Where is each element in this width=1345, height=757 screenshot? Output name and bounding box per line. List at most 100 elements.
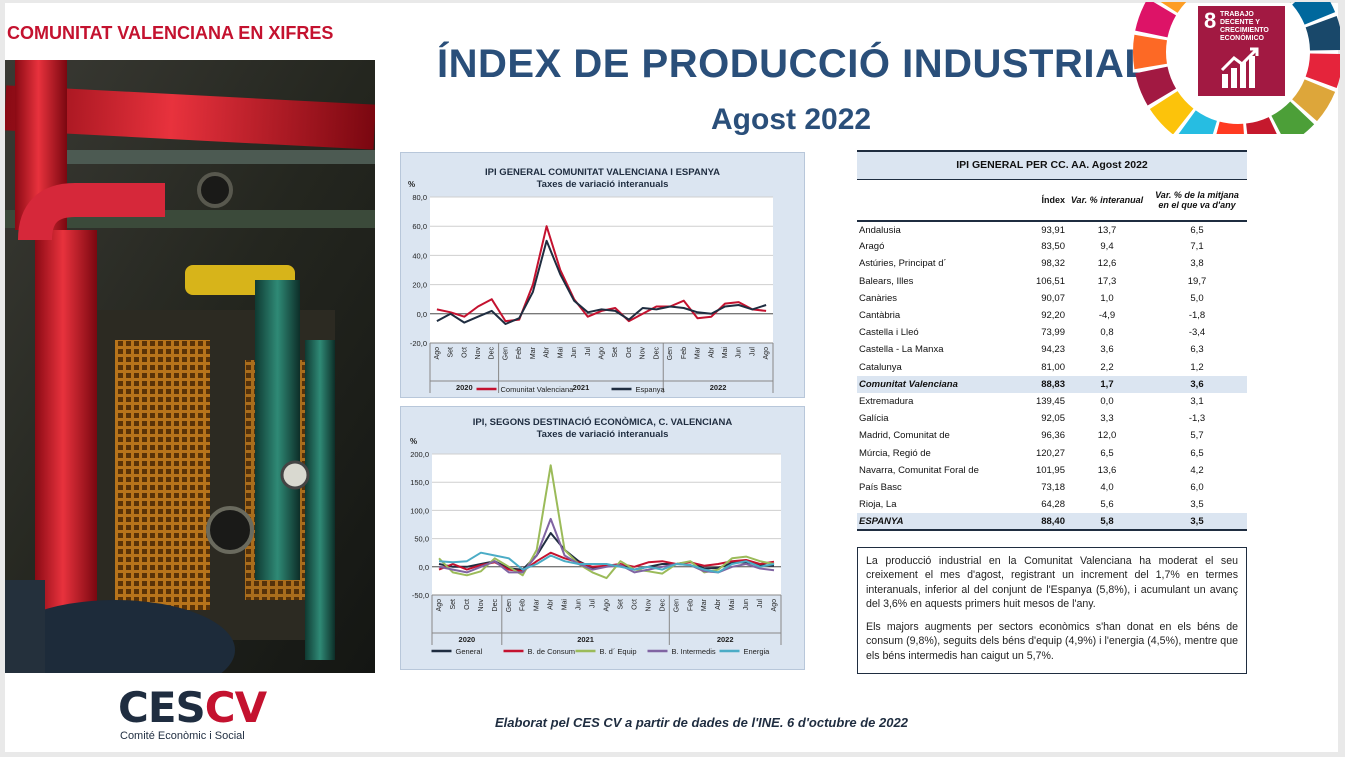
chart1-plot: 80,0 60,0 40,0 20,0 0,0 -20,0% Ago Set Oct Nov Dec… (408, 180, 774, 394)
cell-var-mitjana: 6,3 (1190, 344, 1204, 356)
cell-region: Navarra, Comunitat Foral de (859, 464, 979, 476)
cell-region: Cantàbria (859, 310, 901, 322)
cell-var-mitjana: 19,7 (1187, 275, 1207, 287)
x-tick-label: Jul (585, 347, 592, 356)
year-label: 2022 (710, 383, 727, 392)
chart-ipi-general: IPI GENERAL COMUNITAT VALENCIANA I ESPAN… (400, 152, 805, 398)
y-tick-label: 20,0 (412, 281, 427, 290)
x-tick-label: Ago (604, 599, 611, 612)
sdg-goal-text: TRABAJO DECENTE Y CRECIMIENTO ECONÓMICO (1220, 11, 1269, 42)
cell-var-mitjana: 5,0 (1190, 292, 1204, 304)
cell-index: 88,83 (1007, 375, 1067, 393)
chart2-subtitle: Taxes de variació interanuals (536, 429, 669, 440)
series-line (436, 239, 767, 325)
table-row: País Basc 73,18 4,0 6,0 (857, 479, 1247, 496)
cell-var-mitjana: -3,4 (1188, 327, 1206, 339)
year-label: 2021 (577, 635, 594, 644)
industrial-photo (5, 60, 375, 673)
x-tick-label: Mar (534, 598, 541, 611)
x-tick-label: Ago (434, 347, 441, 360)
x-tick-label: Nov (478, 599, 485, 612)
cell-region: Galícia (859, 413, 889, 425)
y-tick-label: 40,0 (412, 251, 427, 260)
x-tick-label: Nov (640, 347, 647, 360)
x-tick-label: Abr (715, 598, 722, 610)
table-row: Comunitat Valenciana 88,83 1,7 3,6 (857, 375, 1247, 393)
y-axis-unit: % (408, 180, 415, 189)
summary-box: La producció industrial en la Comunitat … (857, 547, 1247, 674)
cell-var-mitjana: 5,7 (1190, 430, 1204, 442)
summary-paragraph-1: La producció industrial en la Comunitat … (866, 555, 1238, 610)
table-row: Rioja, La 64,28 5,6 3,5 (857, 496, 1247, 513)
legend-label: B. de Consum (528, 647, 576, 656)
cell-index: 73,99 (1041, 327, 1065, 339)
cell-var-interanual: -4,9 (1098, 310, 1116, 322)
x-tick-label: Nov (645, 599, 652, 612)
x-tick-label: Jul (757, 599, 764, 608)
growth-chart-icon (1220, 47, 1259, 88)
chart-ipi-destinacio: IPI, SEGONS DESTINACIÓ ECONÒMICA, C. VAL… (400, 406, 805, 670)
sdg-wheel-segment (1178, 110, 1217, 134)
cell-var-interanual: 3,6 (1100, 344, 1114, 356)
series-line (438, 464, 775, 580)
legend-label: Energia (744, 647, 771, 656)
y-tick-label: 200,0 (410, 450, 429, 459)
cell-index: 64,28 (1041, 499, 1065, 511)
sdg-wheel-segment (1149, 91, 1194, 134)
x-tick-label: Mai (562, 599, 569, 611)
x-tick-label: Mar (701, 598, 708, 611)
x-tick-label: Gen (502, 347, 509, 360)
sdg-goal-badge: 8 TRABAJO DECENTE Y CRECIMIENTO ECONÓMIC… (1198, 6, 1285, 96)
page-title: ÍNDEX DE PRODUCCIÓ INDUSTRIAL (437, 42, 1150, 86)
cell-var-interanual: 4,0 (1100, 481, 1114, 493)
x-tick-label: Mai (729, 599, 736, 611)
cell-var-interanual: 13,6 (1097, 464, 1117, 476)
cell-index: 88,40 (1007, 513, 1067, 531)
cell-var-interanual: 0,0 (1100, 395, 1114, 407)
chart2-plot: 200,0 150,0 100,0 50,0 0,0 -50,0% Ago Set Oct Nov… (410, 437, 782, 656)
cell-var-mitjana: 6,0 (1190, 481, 1204, 493)
cell-region: Catalunya (859, 361, 902, 373)
x-tick-label: Jul (590, 599, 597, 608)
table-row: Navarra, Comunitat Foral de 101,95 13,6 4,2 (857, 462, 1247, 479)
x-tick-label: Ago (771, 599, 778, 612)
cell-index: 98,32 (1041, 258, 1065, 270)
cell-var-interanual: 6,5 (1100, 447, 1114, 459)
y-tick-label: 80,0 (412, 193, 427, 202)
cell-index: 106,51 (1035, 275, 1065, 287)
table-header-var-interanual: Var. % interanual (1067, 179, 1147, 222)
table-header-index: Índex (1007, 179, 1067, 222)
x-tick-label: Jun (571, 347, 578, 358)
x-tick-label: Mar (695, 346, 702, 359)
cell-var-interanual: 5,8 (1067, 513, 1147, 531)
x-tick-label: Feb (681, 347, 688, 359)
x-tick-label: Ago (763, 347, 770, 360)
cell-var-mitjana: 1,2 (1190, 361, 1204, 373)
cell-var-interanual: 0,8 (1100, 327, 1114, 339)
cell-region: Rioja, La (859, 499, 897, 511)
cell-var-interanual: 17,3 (1097, 275, 1117, 287)
ces-cv-logo: CESCV Comité Econòmic i Social (118, 683, 267, 742)
plot-area (432, 454, 781, 595)
cell-region: Comunitat Valenciana (857, 375, 1007, 393)
legend-label: General (456, 647, 483, 656)
x-tick-label: Oct (626, 347, 633, 358)
cell-region: Astúries, Principat d´ (859, 258, 947, 270)
x-tick-label: Gen (673, 599, 680, 612)
x-tick-label: Set (612, 347, 619, 358)
cell-var-mitjana: 6,5 (1190, 447, 1204, 459)
x-tick-label: Abr (708, 346, 715, 358)
table-row: Aragó 83,50 9,4 7,1 (857, 238, 1247, 255)
cell-var-interanual: 2,2 (1100, 361, 1114, 373)
cell-var-interanual: 12,0 (1097, 430, 1117, 442)
cell-index: 81,00 (1041, 361, 1065, 373)
x-tick-label: Oct (631, 599, 638, 610)
x-tick-label: Dec (653, 347, 660, 360)
table-row: Castella - La Manxa 94,23 3,6 6,3 (857, 341, 1247, 358)
sdg-wheel-segment (1305, 53, 1340, 88)
sdg-wheel-segment (1160, 2, 1187, 13)
cell-index: 93,91 (1041, 224, 1065, 236)
table-row: Castella i Lleó 73,99 0,8 -3,4 (857, 324, 1247, 341)
x-tick-label: Abr (544, 346, 551, 358)
ipi-ccaa-table: IPI GENERAL PER CC. AA. Agost 2022 Índex… (857, 150, 1247, 531)
